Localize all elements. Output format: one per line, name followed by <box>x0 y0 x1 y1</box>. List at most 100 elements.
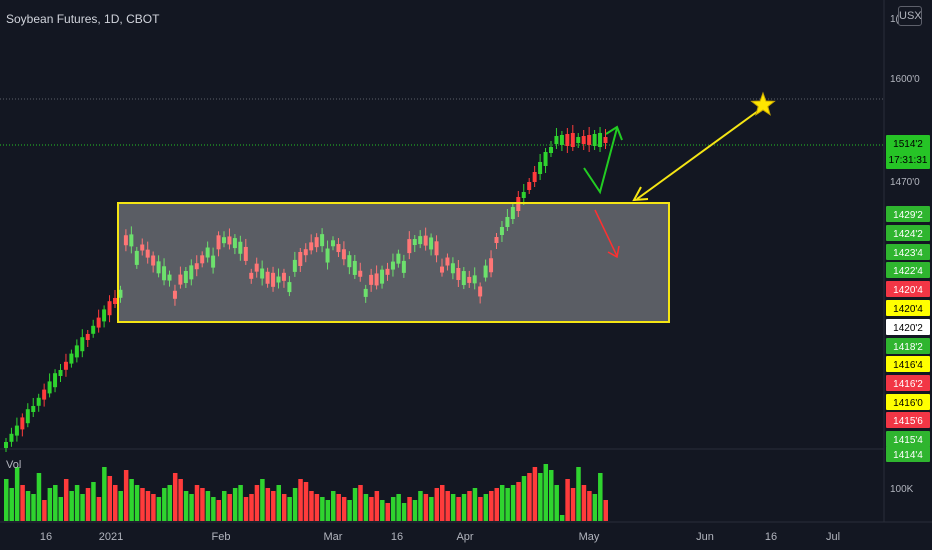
volume-bar <box>243 497 249 521</box>
volume-bar <box>549 470 554 521</box>
candle <box>565 134 570 146</box>
price-tag-text: 1416'0 <box>893 398 923 409</box>
volume-bar <box>401 503 407 521</box>
candle <box>107 301 112 316</box>
candle <box>303 249 308 256</box>
volume-bar <box>603 500 608 521</box>
candle <box>527 182 532 190</box>
price-tag-countdown: 17:31:31 <box>889 155 928 166</box>
price-tag <box>886 446 930 462</box>
candle <box>42 389 47 400</box>
volume-bar <box>151 494 156 521</box>
candle <box>200 255 205 264</box>
time-axis-label: May <box>579 531 600 543</box>
candle <box>254 263 259 272</box>
candle <box>211 255 216 268</box>
candle <box>271 272 276 287</box>
candle <box>102 309 107 322</box>
volume-bar <box>499 485 505 521</box>
candle <box>9 433 14 442</box>
candle <box>314 237 319 248</box>
volume-bar <box>238 485 243 521</box>
bearish-scenario-arrow <box>594 209 618 257</box>
price-tag <box>886 375 930 391</box>
candle <box>499 227 504 235</box>
candle <box>53 373 58 388</box>
volume-axis-label: 100K <box>890 484 914 495</box>
bullish-scenario-arrow <box>583 127 618 195</box>
candle <box>587 135 592 145</box>
volume-bar <box>516 482 521 521</box>
candle <box>440 266 444 273</box>
volume-bar <box>598 473 603 521</box>
volume-bar <box>369 497 374 521</box>
time-axis-label: 16 <box>765 531 777 543</box>
price-tag-text: 1423'4 <box>893 248 923 259</box>
candle <box>581 136 586 144</box>
volume-bar <box>418 491 423 521</box>
candle <box>4 442 8 448</box>
candle <box>123 235 128 246</box>
volume-bar <box>4 479 9 521</box>
price-tag <box>886 281 930 297</box>
price-tag-text: 1415'4 <box>893 435 923 446</box>
bullish-arrow-head <box>605 125 623 141</box>
target-pointer-arrow <box>636 110 759 200</box>
candle <box>358 270 363 277</box>
price-tag-text: 1514'2 <box>893 139 923 150</box>
volume-bar <box>559 515 565 521</box>
volume-bar <box>461 494 467 521</box>
volume-bar <box>407 497 412 521</box>
candle <box>243 246 248 261</box>
volume-bar <box>320 497 325 521</box>
candle <box>570 133 575 147</box>
candle <box>145 249 150 258</box>
volume-bar <box>9 488 14 521</box>
volume-bar <box>183 491 189 521</box>
candle <box>178 274 183 285</box>
candle <box>309 242 314 251</box>
price-axis-label: 1470'0 <box>890 177 920 188</box>
volume-bar <box>96 497 102 521</box>
candle <box>450 263 455 274</box>
volume-bar <box>341 497 347 521</box>
volume-bar <box>232 488 238 521</box>
volume-bar <box>445 491 450 521</box>
candle <box>603 137 608 143</box>
currency-badge[interactable]: USX <box>898 6 922 26</box>
candle <box>483 265 488 278</box>
volume-bar <box>467 491 472 521</box>
volume-bar <box>25 491 31 521</box>
price-tag-text: 1424'2 <box>893 229 923 240</box>
volume-bar <box>227 494 232 521</box>
candle <box>538 162 543 174</box>
candle <box>287 282 292 293</box>
price-tag <box>886 319 930 335</box>
volume-bar <box>200 488 205 521</box>
volume-bar <box>489 491 494 521</box>
volume-bar <box>358 485 363 521</box>
volume-bar <box>423 494 429 521</box>
price-tag <box>886 262 930 278</box>
bearish-arrow-head <box>607 245 620 259</box>
price-tag <box>886 206 930 222</box>
volume-bar <box>134 485 140 521</box>
volume-bar <box>494 488 499 521</box>
candle <box>222 237 226 244</box>
time-axis-label: Feb <box>212 531 231 543</box>
candle <box>167 274 172 281</box>
price-tag <box>886 356 930 372</box>
candle <box>113 298 117 304</box>
volume-bar <box>390 497 396 521</box>
volume-bar <box>58 497 63 521</box>
volume-bar <box>565 479 570 521</box>
price-tag-text: 1420'4 <box>893 304 923 315</box>
price-tag <box>886 300 930 316</box>
time-axis-label: 16 <box>40 531 52 543</box>
volume-bar <box>309 491 314 521</box>
price-tag-text: 1418'2 <box>893 342 923 353</box>
volume-bar <box>113 485 118 521</box>
volume-bar <box>85 488 91 521</box>
candle <box>281 272 286 281</box>
